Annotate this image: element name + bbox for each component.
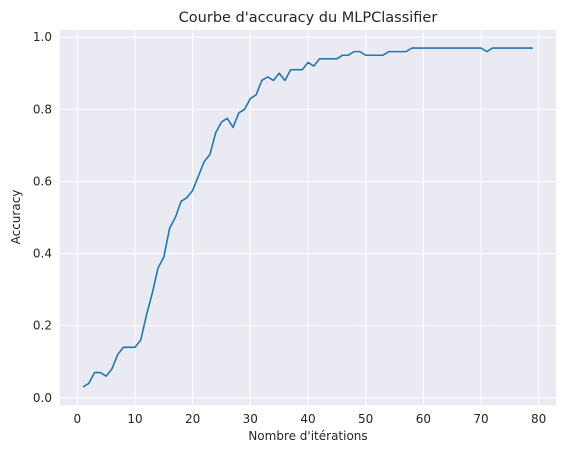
x-tick-label: 10 (127, 412, 142, 426)
x-tick-label: 80 (531, 412, 546, 426)
y-axis-label: Accuracy (9, 190, 23, 245)
x-tick-label: 30 (243, 412, 258, 426)
x-tick-label: 20 (185, 412, 200, 426)
y-tick-label: 0.8 (33, 102, 52, 116)
x-axis-label: Nombre d'itérations (248, 429, 367, 443)
y-tick-label: 0.6 (33, 174, 52, 188)
tick-labels: 0 10 20 30 40 50 60 70 80 0.0 0.2 0.4 0.6 0.8 1.0 (33, 30, 546, 426)
series-line-group (82, 47, 533, 388)
x-tick-label: 0 (73, 412, 81, 426)
x-tick-label: 50 (358, 412, 373, 426)
grid (60, 30, 556, 405)
y-tick-label: 1.0 (33, 30, 52, 44)
y-tick-label: 0.4 (33, 247, 52, 261)
x-tick-label: 40 (300, 412, 315, 426)
chart-title: Courbe d'accuracy du MLPClassifier (179, 10, 438, 26)
x-tick-label: 60 (416, 412, 431, 426)
y-tick-label: 0.2 (33, 319, 52, 333)
x-tick-label: 70 (473, 412, 488, 426)
y-tick-label: 0.0 (33, 391, 52, 405)
